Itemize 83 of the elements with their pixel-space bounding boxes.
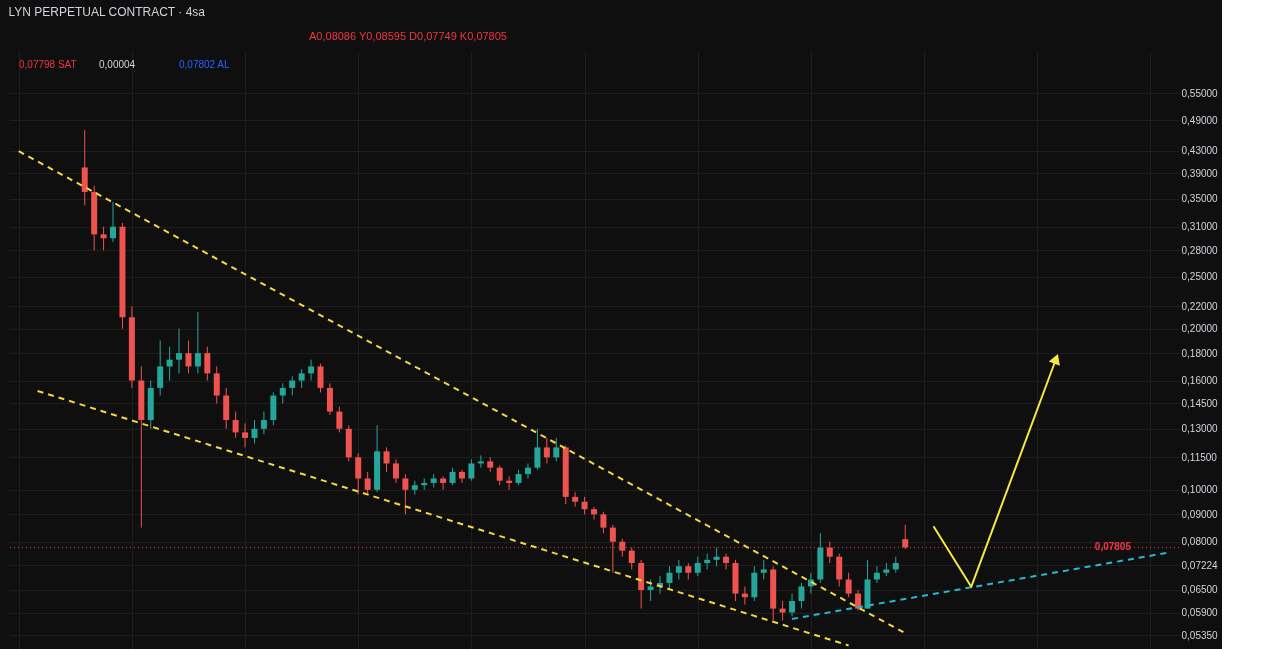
candlestick — [553, 437, 560, 462]
candlestick — [628, 547, 635, 570]
candlestick — [194, 311, 201, 374]
y-tick-label: 0,13000 — [1181, 423, 1219, 435]
y-tick-label: 0,39000 — [1181, 167, 1219, 179]
candlestick — [666, 565, 673, 591]
candlestick — [185, 340, 192, 374]
candlestick — [383, 446, 390, 473]
text: A0,08086 Y0,08595 D0,07749 K0,07805 — [309, 30, 507, 42]
candlestick — [600, 511, 607, 534]
candlestick — [392, 458, 399, 484]
y-tick-label: 0,10000 — [1181, 484, 1219, 496]
candlestick — [166, 346, 173, 382]
candlestick — [543, 437, 550, 464]
candlestick — [534, 428, 541, 471]
candlestick — [458, 469, 465, 484]
candlestick — [694, 556, 701, 577]
candlestick — [826, 541, 833, 564]
ref-line-label: 0,07805 — [1094, 541, 1132, 553]
candlestick — [836, 553, 843, 587]
y-tick-label: 0,55000 — [1181, 87, 1219, 99]
y-tick-label: 0,05350 — [1181, 629, 1219, 641]
annotation: 0,07802 AL — [179, 59, 231, 70]
candlestick — [798, 582, 805, 610]
candlestick — [157, 340, 164, 397]
candlestick — [232, 411, 239, 439]
candlestick — [440, 475, 447, 491]
candlestick — [524, 462, 531, 479]
candlestick — [100, 226, 107, 251]
candlestick — [317, 363, 324, 393]
candlestick — [110, 201, 117, 243]
candlestick — [279, 382, 286, 404]
candlestick — [572, 491, 579, 508]
y-tick-label: 0,35000 — [1181, 193, 1219, 204]
annotation: 0,00004 — [99, 59, 136, 70]
candlestick — [336, 406, 343, 433]
candlestick — [779, 600, 786, 622]
candlestick — [675, 559, 682, 580]
candlestick — [760, 559, 767, 580]
candlestick — [902, 524, 909, 550]
candlestick — [213, 365, 220, 404]
candlestick — [308, 359, 315, 382]
y-tick-label: 0,09000 — [1181, 508, 1219, 520]
y-tick-label: 0,49000 — [1181, 114, 1219, 126]
y-tick-label: 0,16000 — [1181, 375, 1219, 387]
y-tick-label: 0,31000 — [1181, 221, 1219, 233]
candlestick — [176, 328, 183, 374]
y-tick-label: 0,08000 — [1181, 536, 1219, 548]
candlestick — [468, 458, 475, 482]
y-tick-label: 0,25000 — [1181, 271, 1219, 283]
y-tick-label: 0,43000 — [1181, 145, 1219, 157]
candlestick — [845, 572, 852, 598]
candlestick — [496, 465, 503, 486]
chart-title: LYN PERPETUAL CONTRACT · 4sa — [8, 5, 206, 19]
candlestick — [591, 506, 597, 521]
candlestick — [298, 368, 305, 389]
y-tick-label: 0,05900 — [1181, 607, 1219, 619]
candlestick — [242, 423, 249, 448]
candlestick — [364, 471, 371, 496]
candlestick — [251, 419, 258, 445]
candlestick — [402, 473, 409, 515]
candlestick — [326, 382, 333, 416]
y-tick-label: 0,22000 — [1181, 300, 1219, 312]
y-tick-label: 0,18000 — [1181, 347, 1219, 359]
candlestick — [260, 411, 267, 435]
candlestick — [477, 454, 484, 469]
candlestick — [723, 553, 730, 570]
y-tick-label: 0,14500 — [1181, 397, 1219, 409]
candlestick — [647, 579, 654, 602]
candlestick — [355, 452, 362, 496]
y-tick-label: 0,20000 — [1181, 323, 1219, 335]
y-tick-label: 0,11500 — [1181, 451, 1218, 463]
candlestick — [204, 346, 211, 382]
candlestick — [289, 375, 296, 397]
y-tick-label: 0,06500 — [1181, 584, 1219, 596]
candlestick — [713, 547, 720, 567]
candlestick — [873, 565, 880, 584]
candlestick — [789, 593, 796, 617]
y-tick-label: 0,07224 — [1181, 559, 1219, 571]
y-tick-label: 0,28000 — [1181, 244, 1219, 256]
annotation: 0,07798 SAT — [19, 59, 77, 70]
candlestick — [506, 475, 513, 491]
candlestick — [609, 524, 616, 574]
